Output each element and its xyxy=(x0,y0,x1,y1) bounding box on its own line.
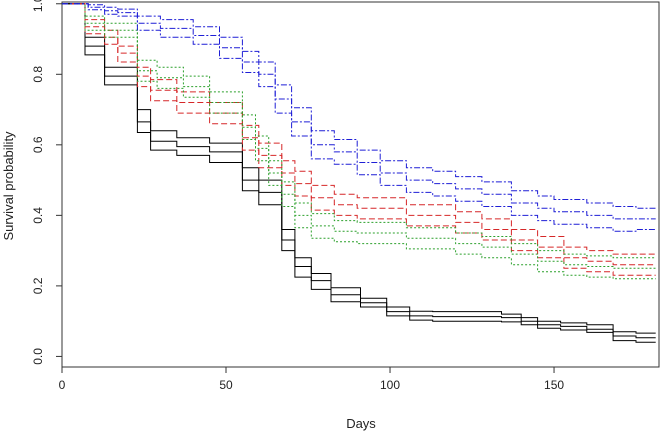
y-tick-label: 1.0 xyxy=(31,0,45,12)
survival-curve-8 xyxy=(62,3,656,259)
survival-curve-11 xyxy=(62,3,656,209)
y-axis: 0.0 0.2 0.4 0.6 0.8 1.0 xyxy=(31,0,62,365)
y-axis-title: Survival probability xyxy=(1,131,16,241)
x-axis-title: Days xyxy=(346,416,376,431)
x-axis: 0 50 100 150 xyxy=(59,367,564,392)
y-tick-label: 0.8 xyxy=(31,66,45,83)
survival-curve-1 xyxy=(62,3,656,339)
x-tick-label: 50 xyxy=(219,378,233,392)
survival-curve-10 xyxy=(62,3,656,220)
survival-curve-9 xyxy=(62,3,656,280)
y-tick-label: 0.2 xyxy=(31,277,45,294)
survival-curves xyxy=(62,3,656,343)
plot-frame xyxy=(61,1,660,368)
survival-curve-5 xyxy=(62,3,656,255)
x-tick-label: 100 xyxy=(380,378,400,392)
survival-curve-12 xyxy=(62,3,656,232)
y-tick-label: 0.6 xyxy=(31,136,45,153)
x-tick-label: 150 xyxy=(544,378,564,392)
x-tick-label: 0 xyxy=(59,378,66,392)
survival-curve-7 xyxy=(62,3,656,269)
y-tick-label: 0.0 xyxy=(31,348,45,365)
y-tick-label: 0.4 xyxy=(31,207,45,224)
survival-curve-3 xyxy=(62,3,656,343)
survival-curve-2 xyxy=(62,3,656,334)
